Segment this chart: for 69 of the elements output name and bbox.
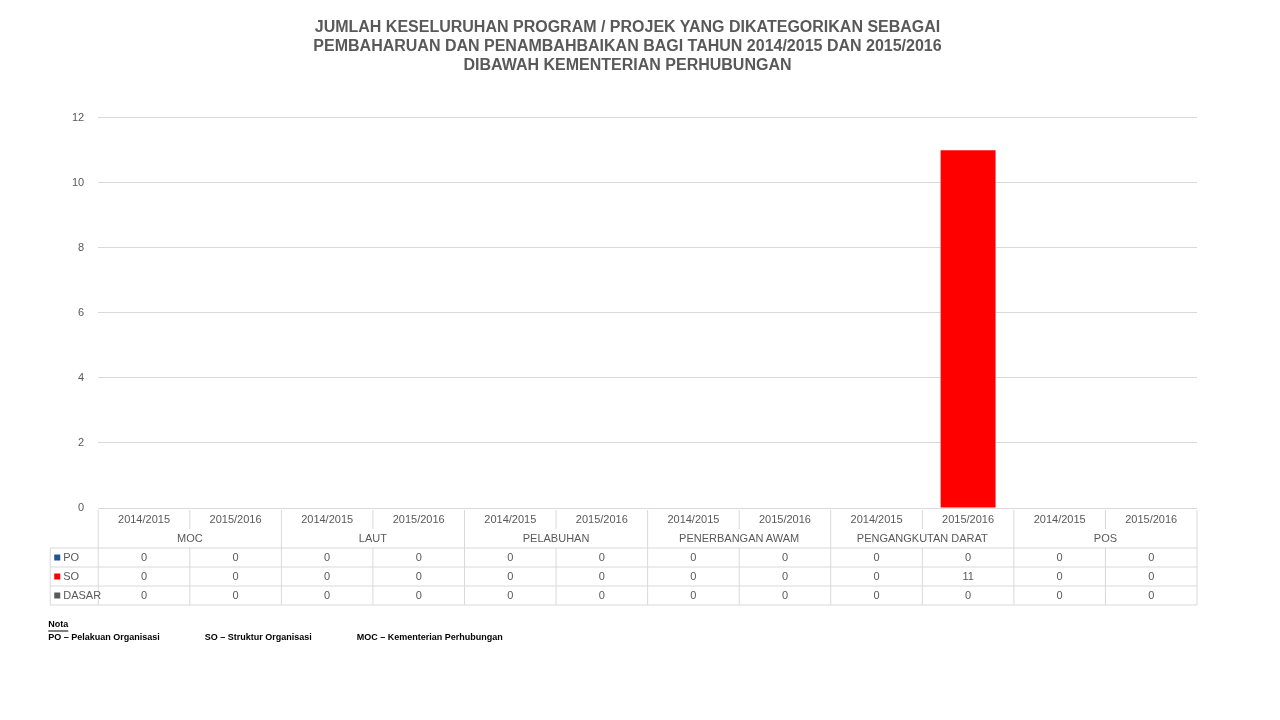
data-label: 0 xyxy=(690,550,697,563)
data-label: 0 xyxy=(873,588,880,601)
y-tick-label: 8 xyxy=(78,240,85,253)
data-label: 0 xyxy=(690,569,697,582)
x-tick-label: 2015/2016 xyxy=(575,512,628,525)
data-label: 0 xyxy=(140,588,148,601)
data-label: 0 xyxy=(140,569,148,582)
text: MOC xyxy=(176,531,203,544)
data-label: 0 xyxy=(1148,550,1155,563)
y-tick-label: 6 xyxy=(78,305,85,318)
data-label: 0 xyxy=(1148,569,1155,582)
data-label: 0 xyxy=(507,569,514,582)
x-tick-label: 2014/2015 xyxy=(1033,512,1086,525)
text: PENERBANGAN AWAM xyxy=(679,531,800,544)
data-label: 0 xyxy=(1148,588,1155,601)
data-label: 0 xyxy=(873,550,880,563)
data-label: 0 xyxy=(507,588,514,601)
y-tick-label: 4 xyxy=(78,370,85,383)
x-tick-label: 2014/2015 xyxy=(484,512,537,525)
chart-title: JUMLAH KESELURUHAN PROGRAM / PROJEK YANG DIKATEGORIKAN SEBAGAI PEMBAHARUAN DAN PENAMBAHBAIKAN BAGI TAHUN 2014/2015 DAN 2015/2016 DIBAWAH KEMENTERIAN PERHUBUNGAN xyxy=(313,18,942,74)
x-tick-label: 2015/2016 xyxy=(942,512,995,525)
text: PENGANGKUTAN DARAT xyxy=(856,531,989,544)
data-label: 0 xyxy=(507,550,514,563)
data-label: 0 xyxy=(324,550,331,563)
data-label: 11 xyxy=(962,569,974,582)
data-label: 0 xyxy=(781,569,789,582)
x-tick-label: 2014/2015 xyxy=(667,512,720,525)
data-label: 0 xyxy=(232,588,239,601)
legend-label: SO xyxy=(63,569,80,582)
data-label: 0 xyxy=(415,569,422,582)
data-label: 0 xyxy=(598,550,605,563)
data-label: 0 xyxy=(232,569,239,582)
y-tick-label: 12 xyxy=(71,110,85,123)
data-label: 0 xyxy=(140,550,148,563)
data-label: 0 xyxy=(598,569,605,582)
data-label: 0 xyxy=(690,588,697,601)
x-tick-label: 2015/2016 xyxy=(392,512,445,525)
data-label: 0 xyxy=(781,588,789,601)
data-label: 0 xyxy=(965,550,972,563)
text: PO – Pelakuan Organisasi xyxy=(48,632,160,643)
data-label: 0 xyxy=(324,588,331,601)
y-tick-label: 0 xyxy=(78,501,85,514)
data-label: 0 xyxy=(965,588,972,601)
data-label: 0 xyxy=(1056,588,1063,601)
text: LAUT xyxy=(358,531,388,544)
text: POS xyxy=(1093,531,1118,544)
data-label: 0 xyxy=(415,588,422,601)
legend-label: DASAR xyxy=(63,588,102,601)
data-label: 0 xyxy=(873,569,880,582)
data-label: 0 xyxy=(324,569,331,582)
legend-label: PO xyxy=(63,550,80,563)
x-tick-label: 2015/2016 xyxy=(1125,512,1178,525)
text: PELABUHAN xyxy=(522,531,590,544)
data-label: 0 xyxy=(781,550,789,563)
data-label: 0 xyxy=(598,588,605,601)
y-tick-label: 2 xyxy=(78,435,85,448)
text: MOC – Kementerian Perhubungan xyxy=(356,632,503,643)
x-tick-label: 2015/2016 xyxy=(209,512,262,525)
text: Nota xyxy=(48,619,70,630)
data-label: 0 xyxy=(1056,569,1063,582)
x-tick-label: 2014/2015 xyxy=(118,512,171,525)
x-tick-label: 2015/2016 xyxy=(758,512,811,525)
data-label: 0 xyxy=(1056,550,1063,563)
data-label: 0 xyxy=(415,550,422,563)
x-tick-label: 2014/2015 xyxy=(301,512,354,525)
data-label: 0 xyxy=(232,550,239,563)
text: SO – Struktur Organisasi xyxy=(204,632,312,643)
y-tick-label: 10 xyxy=(71,175,85,188)
x-tick-label: 2014/2015 xyxy=(850,512,903,525)
